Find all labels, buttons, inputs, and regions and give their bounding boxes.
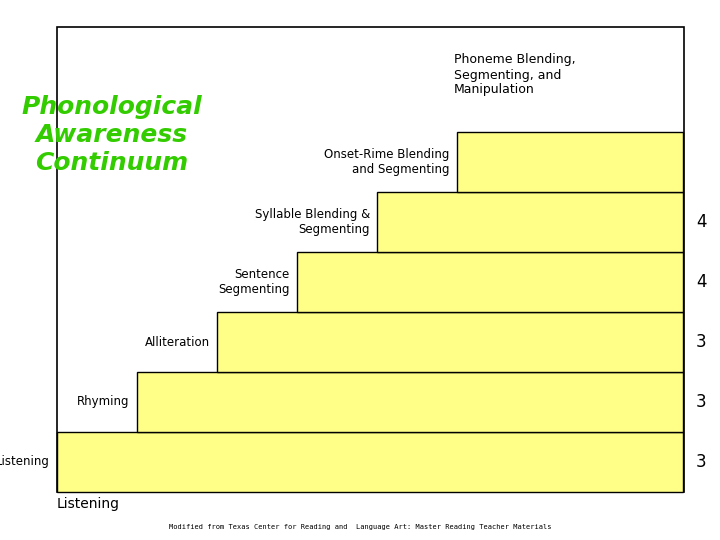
Text: Phonological
Awareness
Continuum: Phonological Awareness Continuum (21, 95, 202, 174)
Text: 3: 3 (696, 453, 706, 471)
Text: Syllable Blending &
Segmenting: Syllable Blending & Segmenting (255, 208, 370, 236)
Text: Phoneme Blending,
Segmenting, and
Manipulation: Phoneme Blending, Segmenting, and Manipu… (454, 53, 575, 97)
Bar (377, 192, 683, 252)
Text: 4: 4 (696, 213, 706, 231)
Text: Rhyming: Rhyming (77, 395, 130, 408)
Text: Alliteration: Alliteration (145, 335, 210, 348)
Text: Listening: Listening (0, 456, 50, 469)
Bar (57, 432, 683, 492)
Text: Modified from Texas Center for Reading and  Language Art: Master Reading Teacher: Modified from Texas Center for Reading a… (168, 524, 552, 530)
Bar (457, 132, 683, 192)
Text: Onset-Rime Blending
and Segmenting: Onset-Rime Blending and Segmenting (325, 148, 450, 176)
Bar (137, 372, 683, 432)
Text: 4: 4 (696, 273, 706, 291)
Text: 3: 3 (696, 393, 706, 411)
Text: 3: 3 (696, 333, 706, 351)
Bar (217, 312, 683, 372)
Text: Sentence
Segmenting: Sentence Segmenting (218, 268, 289, 296)
Text: Listening: Listening (57, 497, 120, 511)
Bar (57, 27, 684, 492)
Bar (297, 252, 683, 312)
